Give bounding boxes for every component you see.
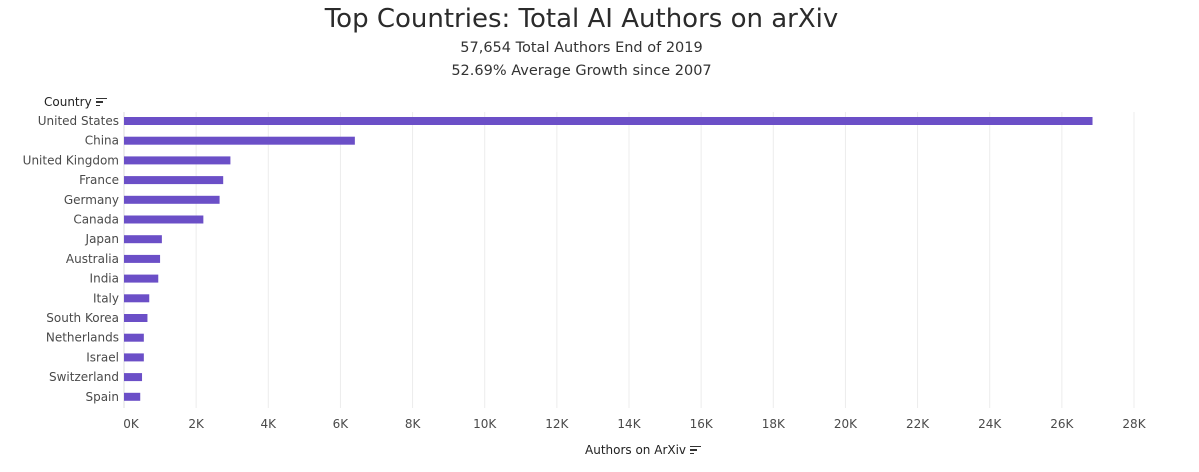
x-tick-label: 6K: [333, 417, 350, 431]
x-tick-label: 0K: [123, 417, 140, 431]
category-label: China: [85, 134, 119, 148]
category-label: Canada: [73, 213, 119, 227]
category-labels: United States China United Kingdom France Ge…: [23, 114, 119, 404]
bar-italy[interactable]: [124, 294, 150, 303]
x-tick-label: 22K: [906, 417, 930, 431]
country-axis-label: Country: [44, 95, 92, 109]
bar-germany[interactable]: [124, 195, 220, 204]
bar-france[interactable]: [124, 176, 224, 185]
x-tick-label: 24K: [978, 417, 1002, 431]
x-tick-label: 14K: [617, 417, 641, 431]
bar-canada[interactable]: [124, 215, 204, 224]
category-label: Germany: [64, 193, 119, 207]
bar-india[interactable]: [124, 274, 159, 283]
bar-china[interactable]: [124, 136, 355, 145]
bar-israel[interactable]: [124, 353, 144, 362]
bar-australia[interactable]: [124, 254, 161, 263]
chart-subtitle-total: 57,654 Total Authors End of 2019: [460, 40, 703, 56]
x-tick-label: 4K: [261, 417, 278, 431]
x-tick-label: 28K: [1122, 417, 1146, 431]
category-label: Israel: [86, 350, 119, 364]
bar-netherlands[interactable]: [124, 333, 144, 342]
x-tick-label: 16K: [690, 417, 714, 431]
x-axis-header[interactable]: Authors on ArXiv: [585, 443, 702, 457]
category-label: Japan: [85, 232, 119, 246]
bar-spain[interactable]: [124, 392, 141, 401]
category-label: South Korea: [46, 311, 119, 325]
category-label: United States: [38, 114, 119, 128]
x-tick-label: 12K: [545, 417, 569, 431]
category-label: Netherlands: [46, 331, 119, 345]
category-label: Spain: [85, 390, 119, 404]
sort-icon[interactable]: [95, 97, 107, 107]
category-label: France: [79, 173, 119, 187]
bar-switzerland[interactable]: [124, 373, 143, 382]
bar-south-korea[interactable]: [124, 314, 148, 322]
country-axis-header[interactable]: Country: [44, 95, 107, 109]
bars: [124, 117, 1093, 401]
category-label: India: [90, 272, 119, 286]
category-label: United Kingdom: [23, 153, 119, 167]
sort-icon[interactable]: [690, 445, 702, 455]
x-tick-labels: 0K 2K 4K 6K 8K 10K 12K 14K 16K 18K 20K 22K 24K 26K 28K: [123, 417, 1146, 431]
x-tick-label: 18K: [762, 417, 786, 431]
x-axis-label: Authors on ArXiv: [585, 443, 687, 457]
x-tick-label: 2K: [188, 417, 205, 431]
chart-title: Top Countries: Total AI Authors on arXiv: [324, 4, 839, 34]
gridlines: [123, 112, 1135, 408]
category-label: Italy: [93, 291, 119, 305]
category-label: Australia: [66, 252, 119, 266]
category-label: Switzerland: [49, 370, 119, 384]
x-tick-label: 8K: [405, 417, 422, 431]
bar-united-states[interactable]: [124, 117, 1093, 125]
bar-united-kingdom[interactable]: [124, 156, 231, 165]
x-tick-label: 20K: [834, 417, 858, 431]
bar-japan[interactable]: [124, 235, 162, 244]
x-tick-label: 10K: [473, 417, 497, 431]
x-tick-label: 26K: [1050, 417, 1074, 431]
chart-subtitle-growth: 52.69% Average Growth since 2007: [451, 63, 712, 79]
